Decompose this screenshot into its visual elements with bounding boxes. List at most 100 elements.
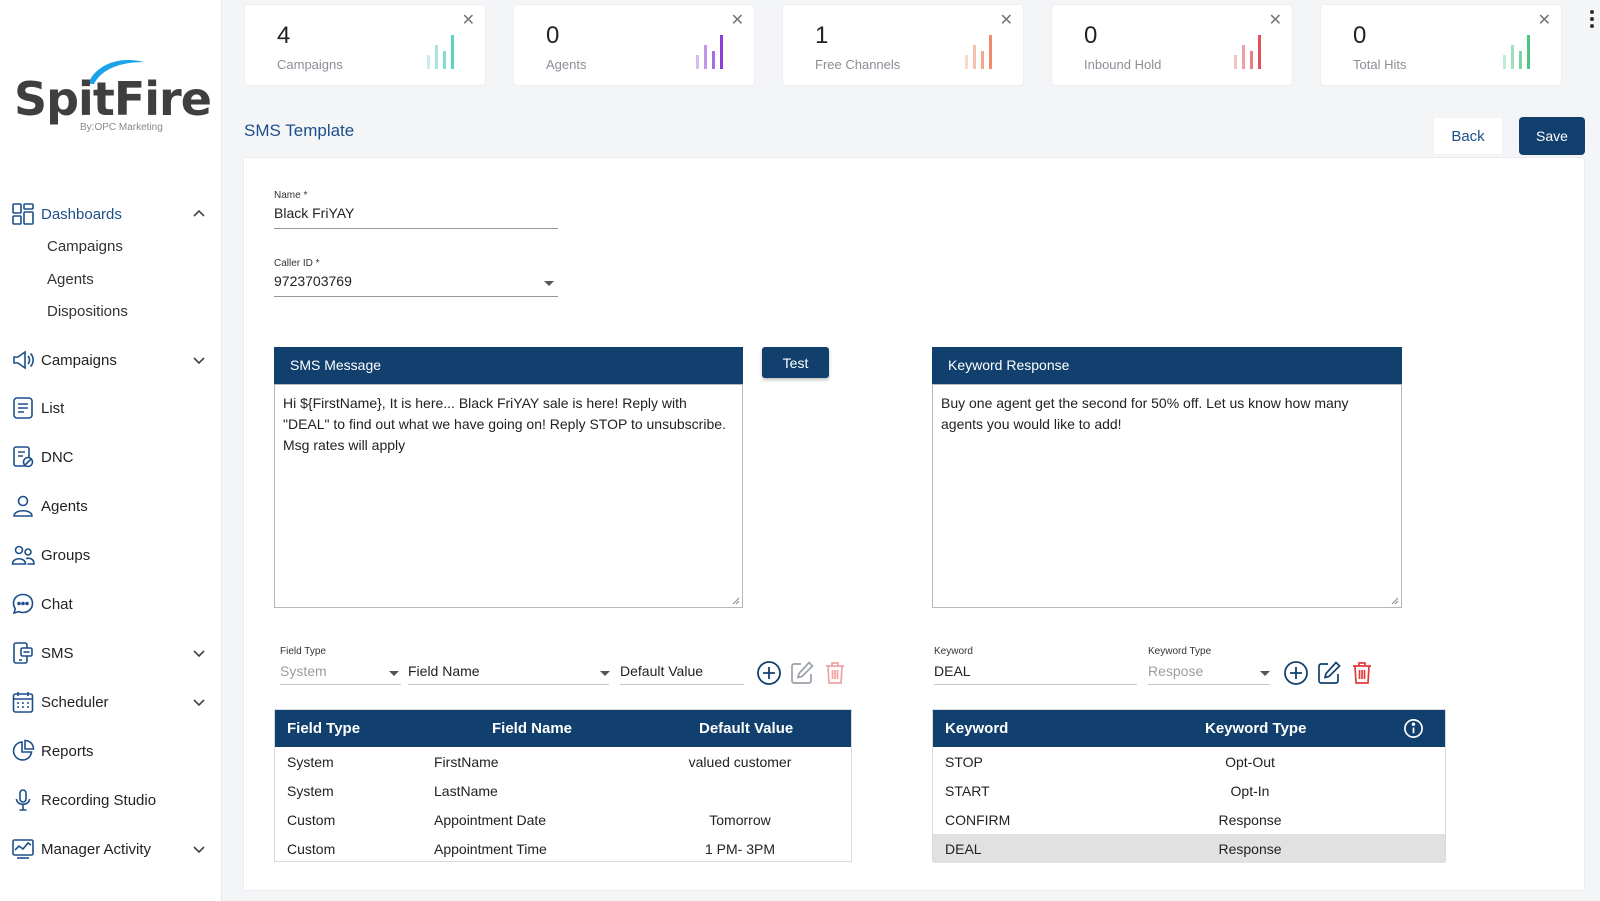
sidebar-item-dnc[interactable]: DNC [0,439,222,475]
bar-chart-icon [965,35,992,69]
test-button[interactable]: Test [762,347,829,378]
stat-card-agents[interactable]: 0 Agents ✕ [513,4,755,86]
close-icon[interactable]: ✕ [730,12,744,29]
close-icon[interactable]: ✕ [461,12,475,29]
stat-card-free-channels[interactable]: 1 Free Channels ✕ [782,4,1024,86]
spitfire-logo[interactable]: SpitFire By:OPC Marketing [14,56,212,148]
keyword-response-textarea[interactable]: Buy one agent get the second for 50% off… [932,384,1402,608]
stat-card-inbound-hold[interactable]: 0 Inbound Hold ✕ [1051,4,1293,86]
table-row[interactable]: CONFIRM Response [933,805,1445,834]
field-type-select[interactable]: System [280,663,327,679]
save-button[interactable]: Save [1519,117,1585,155]
sms-message-textarea[interactable]: Hi ${FirstName}, It is here... Black Fri… [274,384,743,608]
bar-icon-segment [435,45,438,69]
keyword-input[interactable]: DEAL [934,663,971,679]
sms-template-form: Name * Black FriYAY Caller ID * 97237037… [243,157,1585,891]
column-header-keyword-type[interactable]: Keyword Type [1205,720,1307,737]
sidebar-subitem-campaigns[interactable]: Campaigns [47,238,123,255]
stat-card-campaigns[interactable]: 4 Campaigns ✕ [244,4,486,86]
name-input-underline [274,228,558,229]
table-row[interactable]: START Opt-In [933,776,1445,805]
fields-table-header: Field Type Field Name Default Value [275,710,851,747]
caret-down-icon[interactable] [544,281,554,286]
chevron-up-icon[interactable] [192,207,206,221]
column-header-field-type[interactable]: Field Type [287,720,361,737]
caret-down-icon[interactable] [389,671,399,676]
bar-icon-segment [451,35,454,69]
sidebar-item-list[interactable]: List [0,390,222,426]
bar-icon-segment [696,55,699,69]
cell-field-type: System [287,783,334,799]
add-keyword-button[interactable] [1283,660,1309,686]
megaphone-icon [11,348,35,372]
caller-id-select[interactable]: 9723703769 [274,273,352,289]
users-group-icon [11,543,35,567]
sidebar-subitem-dispositions[interactable]: Dispositions [47,303,128,320]
sidebar-item-dashboards[interactable]: Dashboards [0,196,222,232]
field-name-underline [408,684,609,685]
table-row[interactable]: System LastName [275,776,851,805]
edit-keyword-button[interactable] [1316,660,1342,686]
back-button[interactable]: Back [1434,118,1502,154]
name-input[interactable]: Black FriYAY [274,205,355,221]
stat-value: 0 [1084,22,1098,49]
caret-down-icon[interactable] [1260,671,1270,676]
keyword-type-select[interactable]: Respose [1148,663,1204,679]
table-row-selected[interactable]: DEAL Response [933,834,1445,863]
sidebar-item-recording-studio[interactable]: Recording Studio [0,782,222,818]
bar-icon-segment [1250,51,1253,69]
sidebar-item-campaigns[interactable]: Campaigns [0,342,222,378]
add-field-button[interactable] [756,660,782,686]
keyword-type-underline [1148,684,1270,685]
cell-keyword-type: Response [1218,841,1282,857]
bar-chart-icon [427,35,454,69]
sidebar-item-chat[interactable]: Chat [0,586,222,622]
edit-icon [791,661,814,684]
delete-field-button[interactable] [822,660,848,686]
trash-icon [826,662,844,684]
sidebar-item-label: Dashboards [41,205,122,223]
table-row[interactable]: System FirstName valued customer [275,747,851,776]
more-options-icon[interactable] [1588,10,1596,32]
info-icon[interactable] [1403,718,1424,739]
table-row[interactable]: STOP Opt-Out [933,747,1445,776]
default-value-input[interactable]: Default Value [620,663,704,679]
sidebar-item-manager-activity[interactable]: Manager Activity [0,831,222,867]
sidebar-item-groups[interactable]: Groups [0,537,222,573]
sidebar: SpitFire By:OPC Marketing Dashboards Cam… [0,0,222,901]
close-icon[interactable]: ✕ [1537,12,1551,29]
stat-value: 4 [277,22,291,49]
sms-message-header: SMS Message [274,347,743,384]
delete-keyword-button[interactable] [1349,660,1375,686]
activity-monitor-icon [11,837,35,861]
table-row[interactable]: Custom Appointment Time 1 PM- 3PM [275,834,851,863]
sidebar-item-reports[interactable]: Reports [0,733,222,769]
sidebar-item-scheduler[interactable]: Scheduler [0,684,222,720]
chat-bubble-icon [11,592,35,616]
edit-field-button[interactable] [789,660,815,686]
stat-card-total-hits[interactable]: 0 Total Hits ✕ [1320,4,1562,86]
chevron-down-icon[interactable] [192,842,206,856]
close-icon[interactable]: ✕ [999,12,1013,29]
caret-down-icon[interactable] [600,671,610,676]
chevron-down-icon[interactable] [192,646,206,660]
sidebar-subitem-agents[interactable]: Agents [47,271,94,288]
default-value-underline [620,684,744,685]
close-icon[interactable]: ✕ [1268,12,1282,29]
resize-handle-icon[interactable] [732,597,740,605]
bar-icon-segment [712,51,715,69]
bar-icon-segment [1527,35,1530,69]
resize-handle-icon[interactable] [1391,597,1399,605]
table-row[interactable]: Custom Appointment Date Tomorrow [275,805,851,834]
field-name-select[interactable]: Field Name [408,663,480,679]
column-header-keyword[interactable]: Keyword [945,720,1009,737]
column-header-field-name[interactable]: Field Name [492,720,573,737]
sidebar-item-sms[interactable]: SMS [0,635,222,671]
sidebar-item-agents[interactable]: Agents [0,488,222,524]
pie-chart-icon [11,739,35,763]
chevron-down-icon[interactable] [192,353,206,367]
chevron-down-icon[interactable] [192,695,206,709]
field-type-label: Field Type [280,646,326,657]
column-header-default-value[interactable]: Default Value [699,720,794,737]
bar-icon-segment [973,45,976,69]
